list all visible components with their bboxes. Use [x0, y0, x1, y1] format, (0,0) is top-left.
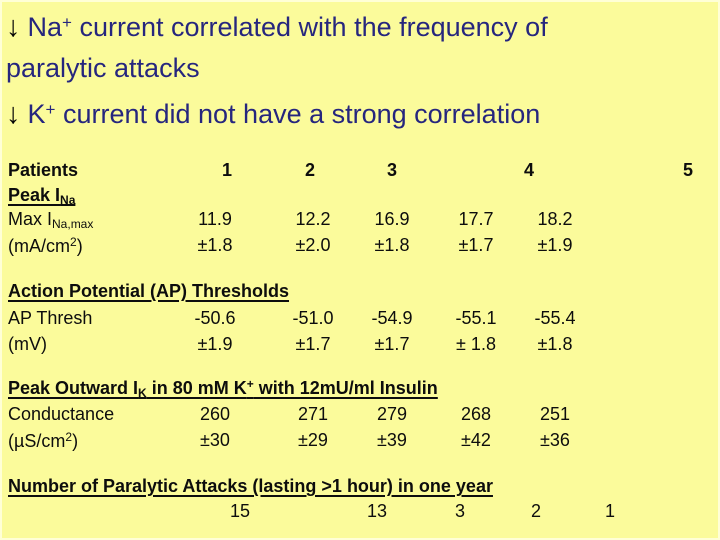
down-arrow-icon: ↓ [6, 11, 21, 43]
max-ina-value: 16.9 [374, 209, 410, 229]
ap-error: ±1.8 [537, 334, 573, 354]
attacks-title-text: Number of Paralytic Attacks (lasting >1 … [8, 476, 493, 496]
down-arrow-icon: ↓ [6, 98, 21, 130]
peak-ina-subscript: Na [60, 193, 76, 207]
patient-number: 5 [682, 160, 694, 180]
attacks-count: 2 [530, 501, 542, 521]
attacks-count: 3 [454, 501, 466, 521]
ik-title-part: with 12mU/ml Insulin [253, 378, 438, 398]
patient-number: 3 [386, 160, 398, 180]
attacks-count: 1 [604, 501, 616, 521]
conductance-error: ±36 [540, 430, 570, 450]
ap-thresh-value: -55.4 [534, 308, 576, 328]
max-ina-unit: (mA/cm2) [8, 235, 83, 257]
max-ina-error: ±1.7 [458, 235, 494, 255]
attacks-count: 15 [229, 501, 251, 521]
bullet1-text: current correlated with the frequency of [71, 12, 548, 42]
ap-error: ± 1.8 [456, 334, 496, 354]
patient-number: 1 [221, 160, 233, 180]
title-block: ↓ Na+ current correlated with the frequen… [6, 2, 714, 135]
bullet1-ion: Na [27, 12, 63, 42]
conductance-row: Conductance 260 271 279 268 251 [0, 404, 720, 428]
conductance-error: ±39 [377, 430, 407, 450]
bullet2-superscript: + [45, 100, 56, 119]
max-ina-value: 12.2 [295, 209, 331, 229]
conductance-error: ±29 [298, 430, 328, 450]
patients-label: Patients [8, 160, 79, 180]
conductance-unit: (µS/cm2) [8, 430, 78, 452]
ap-error: ±1.7 [374, 334, 410, 354]
ap-unit: (mV) [8, 334, 47, 354]
unit-superscript: 2 [70, 235, 77, 249]
attacks-section-title: Number of Paralytic Attacks (lasting >1 … [0, 476, 720, 500]
conductance-value: 260 [199, 404, 231, 424]
max-ina-unit-row: (mA/cm2) ±1.8 ±2.0 ±1.8 ±1.7 ±1.9 [0, 235, 720, 259]
max-ina-error: ±2.0 [295, 235, 331, 255]
unit-text: ) [72, 431, 79, 451]
bullet-na-current: ↓ Na+ current correlated with the frequen… [6, 2, 714, 48]
attacks-count: 13 [366, 501, 388, 521]
max-ina-row: Max INa,max 11.9 12.2 16.9 17.7 18.2 [0, 209, 720, 233]
ap-thresh-value: -55.1 [455, 308, 497, 328]
ik-title-superscript: + [246, 377, 254, 391]
unit-text: (µS/cm [8, 431, 66, 451]
patient-number: 2 [304, 160, 316, 180]
ap-thresholds-section-title: Action Potential (AP) Thresholds [0, 281, 720, 305]
ik-title-part: in 80 mM K [146, 378, 247, 398]
unit-text: (mA/cm [8, 236, 70, 256]
bullet1-superscript: + [62, 13, 72, 32]
conductance-value: 251 [539, 404, 571, 424]
max-ina-error: ±1.8 [197, 235, 233, 255]
bullet1-text-line2: paralytic attacks [6, 53, 200, 83]
conductance-label: Conductance [8, 404, 115, 424]
ap-error: ±1.7 [295, 334, 331, 354]
bullet2-text: current did not have a strong correlatio… [55, 99, 541, 129]
ap-error: ±1.9 [197, 334, 233, 354]
conductance-error: ±30 [200, 430, 230, 450]
max-ina-subscript: Na,max [52, 217, 94, 231]
conductance-value: 271 [297, 404, 329, 424]
patient-number: 4 [523, 160, 535, 180]
ik-title-text: Peak Outward IK in 80 mM K+ with 12mU/ml… [8, 377, 438, 400]
ik-title-subscript: K [138, 386, 147, 400]
ap-thresh-value: -54.9 [371, 308, 413, 328]
conductance-value: 268 [460, 404, 492, 424]
peak-ina-text: Peak I [8, 185, 61, 205]
max-ina-value: 17.7 [458, 209, 494, 229]
conductance-unit-row: (µS/cm2) ±30 ±29 ±39 ±42 ±36 [0, 430, 720, 454]
ik-section-title: Peak Outward IK in 80 mM K+ with 12mU/ml… [0, 377, 720, 401]
ap-title-text: Action Potential (AP) Thresholds [8, 281, 290, 301]
bullet-k-current: ↓ K+ current did not have a strong correl… [6, 89, 714, 135]
ap-thresh-value: -51.0 [292, 308, 334, 328]
conductance-value: 279 [376, 404, 408, 424]
ik-title-part: Peak Outward I [8, 378, 139, 398]
bullet-na-current-wrap: paralytic attacks [6, 48, 714, 89]
bullet2-ion: K [27, 99, 46, 129]
max-ina-value: 11.9 [198, 209, 232, 229]
ap-thresh-row: AP Thresh -50.6 -51.0 -54.9 -55.1 -55.4 [0, 308, 720, 332]
max-ina-label: Max INa,max [8, 209, 93, 231]
unit-text: ) [76, 236, 83, 256]
attacks-values-row: 15 13 3 2 1 [0, 501, 720, 525]
max-ina-text: Max I [8, 209, 53, 229]
conductance-error: ±42 [461, 430, 491, 450]
max-ina-error: ±1.8 [374, 235, 410, 255]
ap-thresh-value: -50.6 [194, 308, 236, 328]
peak-ina-row: Peak INa [0, 185, 720, 209]
max-ina-error: ±1.9 [537, 235, 573, 255]
ap-unit-row: (mV) ±1.9 ±1.7 ±1.7 ± 1.8 ±1.8 [0, 334, 720, 358]
ap-thresh-label: AP Thresh [8, 308, 93, 328]
peak-ina-label: Peak INa [8, 185, 75, 207]
unit-superscript: 2 [65, 430, 73, 444]
max-ina-value: 18.2 [537, 209, 573, 229]
patients-header-row: Patients 1 2 3 4 5 [0, 160, 720, 184]
